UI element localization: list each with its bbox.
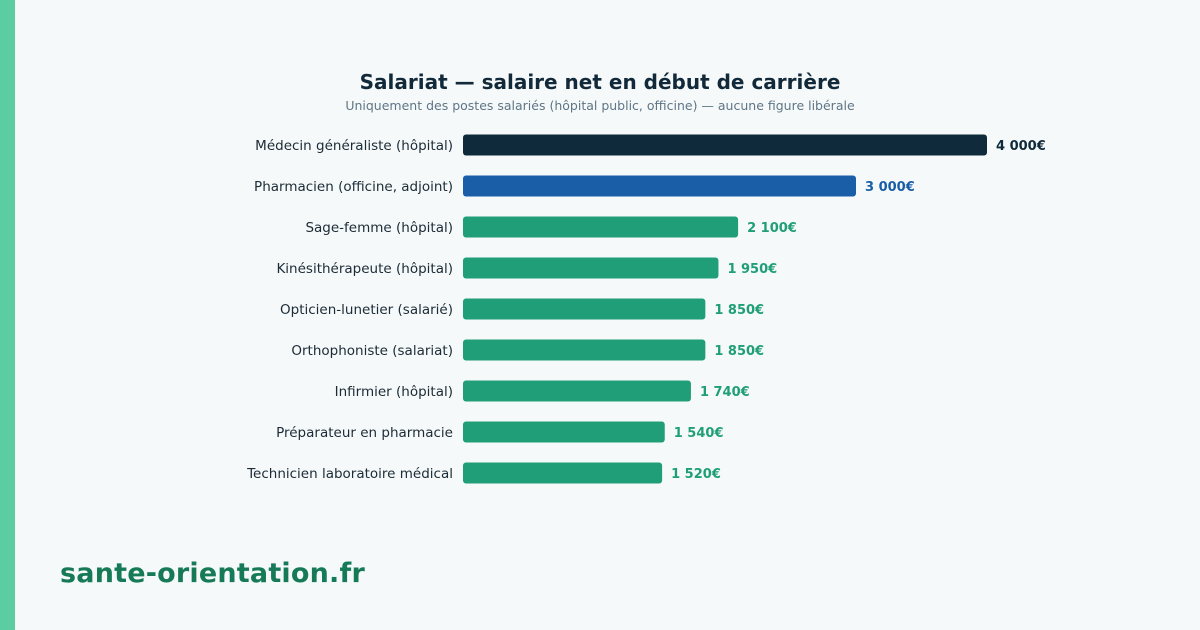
category-label: Orthophoniste (salariat): [291, 343, 453, 359]
site-brand[interactable]: sante-orientation.fr: [60, 558, 365, 589]
chart-title: Salariat — salaire net en début de carri…: [359, 70, 841, 94]
value-label: 1 850€: [714, 344, 764, 359]
category-label: Sage-femme (hôpital): [305, 220, 453, 236]
value-label: 3 000€: [865, 180, 915, 195]
category-label: Kinésithérapeute (hôpital): [276, 261, 453, 277]
chart-subtitle: Uniquement des postes salariés (hôpital …: [345, 98, 855, 113]
category-label: Préparateur en pharmacie: [276, 425, 453, 441]
value-label: 4 000€: [996, 139, 1046, 154]
value-label: 1 850€: [714, 303, 764, 318]
value-label: 1 950€: [727, 262, 777, 277]
category-label: Pharmacien (officine, adjoint): [254, 179, 453, 195]
bar: [463, 421, 665, 443]
bar: [463, 298, 706, 320]
category-label: Opticien-lunetier (salarié): [280, 302, 453, 318]
category-label: Infirmier (hôpital): [335, 384, 453, 400]
category-label: Médecin généraliste (hôpital): [255, 138, 453, 154]
bar: [463, 216, 739, 238]
bar: [463, 134, 987, 156]
bar: [463, 380, 691, 402]
category-label: Technicien laboratoire médical: [246, 466, 453, 482]
bar: [463, 339, 706, 361]
bar: [463, 175, 856, 197]
value-label: 1 740€: [700, 385, 750, 400]
value-label: 2 100€: [747, 221, 797, 236]
value-label: 1 540€: [674, 426, 724, 441]
bar: [463, 462, 663, 484]
value-label: 1 520€: [671, 467, 721, 482]
bar: [463, 257, 719, 279]
accent-stripe: [0, 0, 15, 630]
